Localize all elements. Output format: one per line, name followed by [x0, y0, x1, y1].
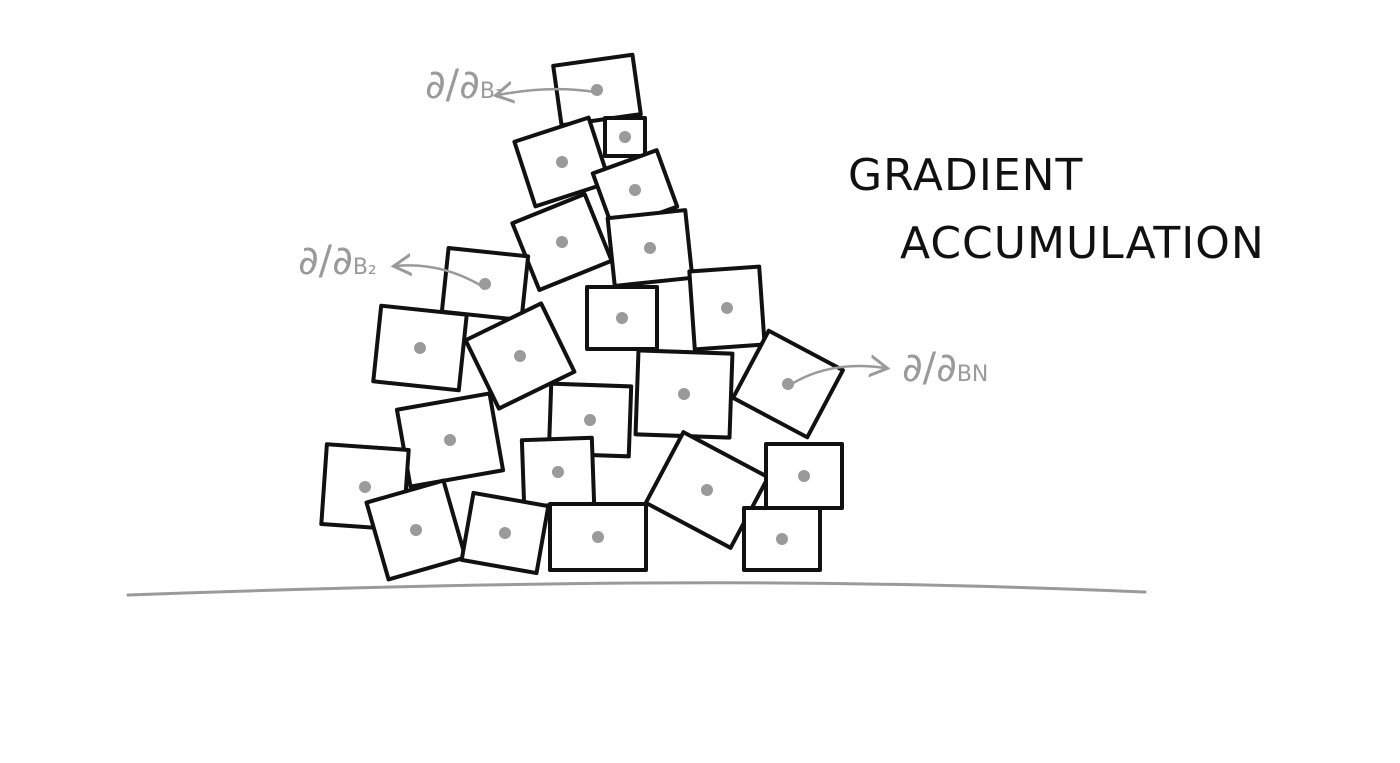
batch-box: [439, 245, 531, 323]
batch-box: [548, 502, 648, 572]
batch-box-dot: [776, 533, 788, 545]
batch-box: [463, 301, 577, 411]
arrow-bn: [789, 366, 885, 387]
batch-box-dot: [629, 184, 641, 196]
batch-box: [459, 490, 551, 576]
batch-box: [764, 442, 844, 510]
batch-box-dot: [556, 236, 568, 248]
batch-box-dot: [782, 378, 794, 390]
arrow-b1: [498, 89, 596, 95]
batch-box-dot: [359, 481, 371, 493]
batch-box-dot: [556, 156, 568, 168]
batch-box: [603, 116, 647, 158]
title-line-gradient: GRADIENT: [848, 150, 1084, 201]
batch-box: [687, 264, 767, 352]
batch-box-dot: [499, 527, 511, 539]
batch-box: [371, 303, 469, 393]
batch-box-dot: [584, 414, 596, 426]
batch-box-dot: [552, 466, 564, 478]
batch-box-dot: [619, 131, 631, 143]
partial-derivative-symbol: ∂/∂: [425, 62, 480, 108]
batch-box: [605, 208, 695, 288]
batch-subscript: B₁: [479, 79, 504, 104]
gradient-label-bn: ∂/∂BN: [902, 345, 988, 391]
batch-box-dot: [592, 531, 604, 543]
batch-box-dot: [798, 470, 810, 482]
batch-box: [394, 391, 506, 489]
batch-box-dot: [644, 242, 656, 254]
gradient-label-b1: ∂/∂B₁: [425, 62, 504, 108]
batch-box-dot: [410, 524, 422, 536]
batch-box: [742, 506, 822, 572]
batch-box-dot: [479, 278, 491, 290]
batch-box: [364, 478, 468, 582]
partial-derivative-symbol: ∂/∂: [902, 345, 957, 391]
batch-subscript: BN: [956, 362, 989, 387]
batch-box: [633, 348, 735, 440]
batch-box: [731, 328, 845, 440]
batch-box-dot: [514, 350, 526, 362]
batch-box-dot: [414, 342, 426, 354]
box-pile: [319, 52, 845, 582]
partial-derivative-symbol: ∂/∂: [298, 238, 353, 284]
gradient-label-b2: ∂/∂B₂: [298, 238, 377, 284]
batch-box: [551, 52, 643, 128]
batch-box: [519, 435, 597, 509]
arrow-b2: [396, 265, 481, 287]
batch-box-dot: [701, 484, 713, 496]
batch-box-dot: [616, 312, 628, 324]
batch-box: [585, 285, 659, 351]
batch-box-dot: [721, 302, 733, 314]
batch-box-dot: [678, 388, 690, 400]
title-line-accumulation: ACCUMULATION: [900, 218, 1265, 269]
batch-subscript: B₂: [352, 255, 377, 280]
ground-line: [126, 581, 1147, 597]
batch-box-dot: [444, 434, 456, 446]
batch-box: [512, 115, 612, 209]
